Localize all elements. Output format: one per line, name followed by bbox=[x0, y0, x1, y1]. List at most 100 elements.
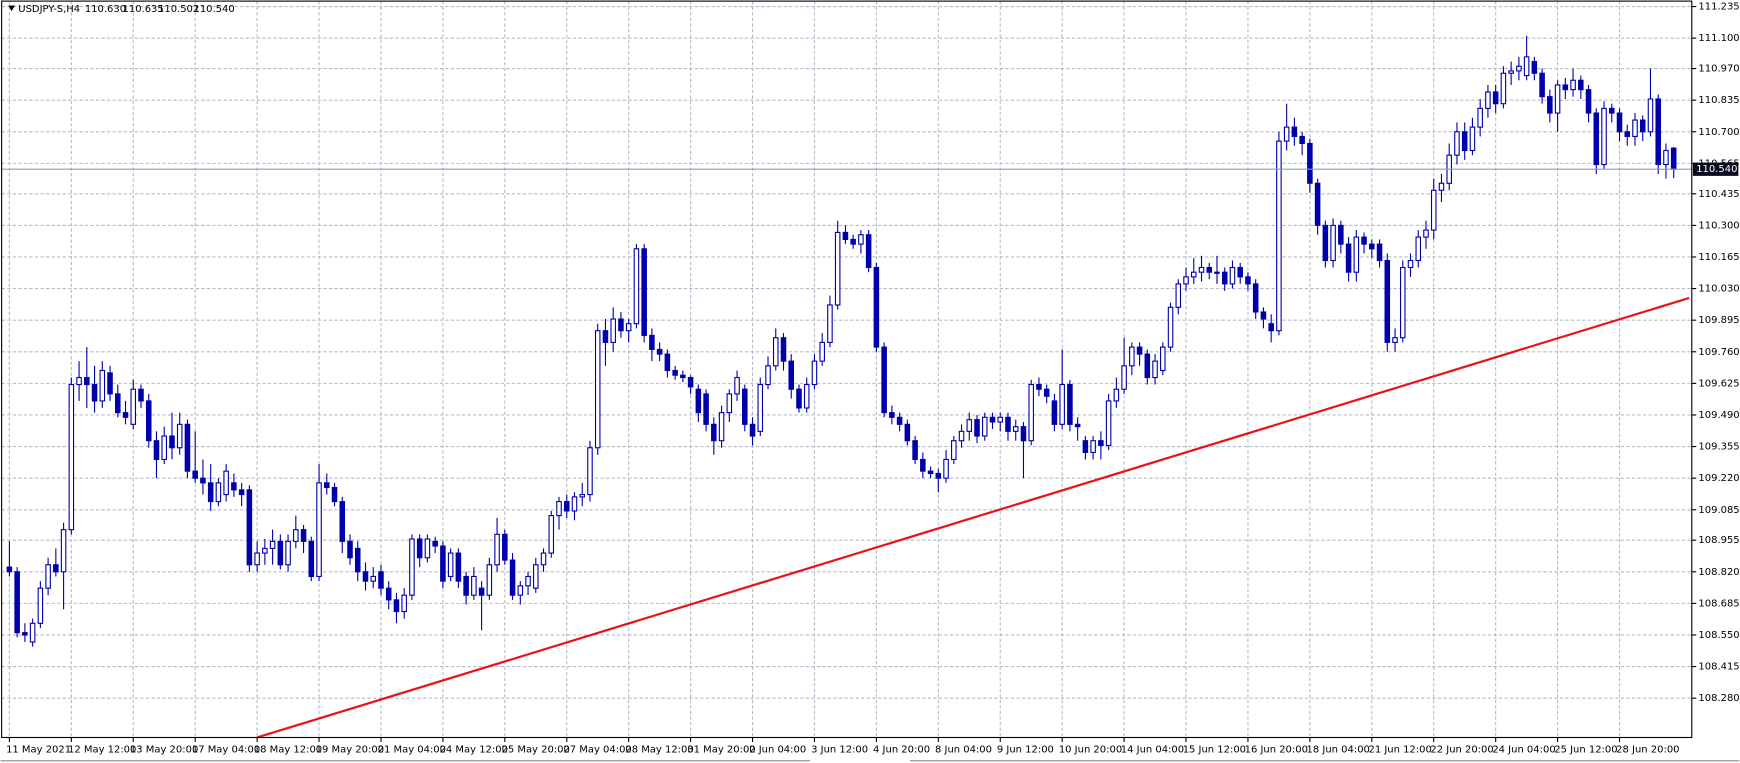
candle-body bbox=[277, 540, 284, 566]
y-tick-label: 109.895 bbox=[1698, 315, 1739, 326]
candle-body bbox=[478, 587, 485, 596]
plot-border bbox=[1, 0, 1693, 739]
candle-body bbox=[803, 383, 810, 409]
candle-body bbox=[215, 482, 222, 503]
candle-body bbox=[718, 412, 725, 442]
candle-body bbox=[610, 318, 616, 343]
candle-body bbox=[37, 587, 44, 624]
candle-body bbox=[1198, 266, 1205, 273]
candle-body bbox=[447, 552, 454, 578]
x-tick-label: 24 May 12:00 bbox=[440, 745, 508, 756]
y-tick-label: 108.685 bbox=[1698, 598, 1739, 609]
candle-body bbox=[1059, 383, 1065, 425]
candle-body bbox=[1028, 383, 1034, 442]
candle-body bbox=[1547, 96, 1553, 114]
candle-body bbox=[153, 440, 160, 460]
candle-body bbox=[889, 412, 895, 418]
candle-body bbox=[99, 369, 106, 402]
candle-body bbox=[1051, 400, 1058, 425]
candle-body bbox=[1423, 229, 1429, 238]
y-tick-label: 110.300 bbox=[1698, 220, 1739, 231]
y-tick-label: 109.490 bbox=[1698, 410, 1739, 421]
candle-body bbox=[1314, 182, 1321, 226]
candle-body bbox=[672, 369, 678, 376]
candle-body bbox=[207, 482, 214, 503]
candle-body bbox=[1392, 337, 1398, 343]
x-tick-label: 11 May 2021 bbox=[6, 745, 71, 756]
candle-body bbox=[1670, 147, 1677, 170]
candle-body bbox=[641, 248, 647, 336]
candle-body bbox=[1129, 346, 1135, 367]
candle-body bbox=[1647, 98, 1654, 133]
candle-body bbox=[1430, 189, 1437, 231]
candle-body bbox=[858, 234, 864, 245]
y-tick-label: 109.355 bbox=[1698, 442, 1739, 453]
candle-body bbox=[1105, 400, 1112, 446]
candle-body bbox=[1384, 259, 1391, 343]
candle-body bbox=[904, 423, 911, 442]
candle-body bbox=[502, 533, 508, 561]
candle-body bbox=[633, 248, 640, 325]
candle-body bbox=[122, 412, 129, 418]
candle-body bbox=[1160, 346, 1166, 372]
x-tick-label: 9 Jun 12:00 bbox=[997, 745, 1054, 756]
candle-body bbox=[1152, 360, 1158, 379]
candle-body bbox=[362, 571, 369, 582]
candle-body bbox=[1036, 383, 1042, 390]
symbol-title: USDJPY-S,H4 bbox=[18, 4, 80, 15]
candle-body bbox=[409, 538, 415, 596]
candle-body bbox=[331, 486, 338, 503]
candle-body bbox=[1639, 119, 1646, 133]
y-tick-label: 108.955 bbox=[1698, 535, 1739, 546]
candle-body bbox=[920, 458, 926, 472]
candle-body bbox=[1268, 323, 1274, 332]
candle-body bbox=[687, 376, 694, 388]
candle-body bbox=[1245, 276, 1251, 285]
candle-body bbox=[308, 540, 315, 578]
candle-body bbox=[1175, 283, 1182, 308]
candle-body bbox=[1531, 61, 1538, 74]
x-tick-label: 3 Jun 12:00 bbox=[811, 745, 868, 756]
candle-body bbox=[161, 435, 167, 460]
candle-body bbox=[385, 587, 392, 601]
x-tick-label: 21 May 04:00 bbox=[378, 745, 446, 756]
candle-body bbox=[587, 447, 593, 496]
candle-body bbox=[703, 393, 709, 425]
candle-body bbox=[594, 330, 601, 449]
candle-body bbox=[393, 599, 400, 613]
x-tick-label: 15 Jun 12:00 bbox=[1183, 745, 1246, 756]
candle-body bbox=[563, 501, 570, 512]
header-icon bbox=[8, 5, 15, 12]
candle-body bbox=[1663, 149, 1669, 166]
candle-body bbox=[1082, 440, 1089, 453]
candle-body bbox=[873, 266, 880, 348]
x-tick-label: 10 Jun 20:00 bbox=[1059, 745, 1122, 756]
candle-body bbox=[1237, 266, 1243, 278]
candle-body bbox=[432, 540, 438, 547]
y-tick-label: 108.550 bbox=[1698, 630, 1739, 641]
candle-body bbox=[958, 430, 965, 442]
candle-body bbox=[1570, 79, 1576, 91]
candle-body bbox=[1508, 70, 1514, 74]
candle-body bbox=[6, 566, 13, 573]
candle-body bbox=[84, 376, 90, 386]
candle-body bbox=[1593, 112, 1600, 166]
candle-body bbox=[29, 622, 36, 643]
x-tick-label: 4 Jun 20:00 bbox=[873, 745, 930, 756]
candle-body bbox=[115, 393, 121, 414]
x-tick-label: 2 Jun 04:00 bbox=[749, 745, 806, 756]
candle-body bbox=[734, 376, 740, 395]
x-tick-label: 16 Jun 20:00 bbox=[1245, 745, 1308, 756]
candle-body bbox=[842, 231, 849, 240]
candle-body bbox=[200, 477, 206, 484]
candle-body bbox=[169, 435, 175, 449]
candle-body bbox=[1539, 72, 1545, 98]
candle-body bbox=[107, 372, 113, 395]
y-tick-label: 109.220 bbox=[1698, 473, 1739, 484]
candle-body bbox=[231, 482, 237, 491]
candle-body bbox=[1655, 98, 1661, 166]
x-tick-label: 25 Jun 12:00 bbox=[1554, 745, 1617, 756]
y-tick-label: 111.235 bbox=[1698, 2, 1739, 13]
candle-body bbox=[548, 515, 555, 554]
